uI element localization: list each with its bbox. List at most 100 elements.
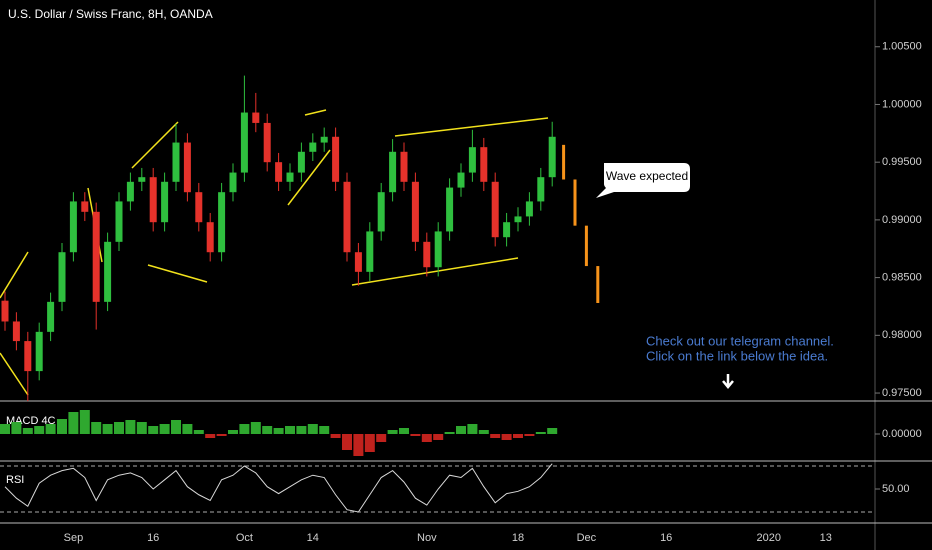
candle-body [503,222,511,238]
x-tick-label: 16 [660,532,672,544]
trend-line [0,251,29,299]
pane-title: RSI [6,474,24,486]
x-tick-label: Oct [236,532,253,544]
candle-body [229,172,237,193]
trend-line [131,121,179,169]
trend-line [147,264,208,283]
rsi-line [4,463,553,513]
macd-bar [91,422,102,434]
macd-bar [421,434,432,442]
y-tick-label: 1.00000 [882,98,922,110]
y-tick-label: 0.98000 [882,329,922,341]
note-text: Check out our telegram channel. [646,333,834,348]
note-text: Click on the link below the idea. [646,348,828,363]
y-tick-label: 0.99500 [882,156,922,168]
macd-bar [216,434,227,436]
candle-body [343,181,351,253]
candle-body [58,252,66,302]
macd-bar [273,428,284,434]
candle-body [354,252,362,272]
candle-body [263,122,271,163]
macd-bar [193,430,204,434]
x-tick-label: 16 [147,532,159,544]
x-tick-label: 18 [512,532,524,544]
candle-body [104,241,112,302]
macd-bar [79,410,90,434]
trend-line [287,149,331,206]
x-tick-label: 13 [820,532,832,544]
macd-bar [11,422,22,434]
candle-body [411,181,419,242]
candle-body [218,192,226,253]
arrow [722,374,734,389]
candle-body [514,216,522,223]
macd-bar [410,434,421,436]
candle-body [172,142,180,182]
x-tick-label: Sep [64,532,84,544]
candle-body [195,192,203,223]
candle-body [47,301,55,332]
candle-body [183,142,191,193]
candle-body [69,201,77,253]
projection-bar [562,144,566,180]
macd-bar [159,424,170,434]
macd-bar [364,434,375,452]
candle-body [446,187,454,232]
drawings [0,109,549,396]
projection-bar [573,179,577,226]
projection-bar [596,266,600,304]
candle-body [252,112,260,123]
candle-body [92,211,100,302]
candle-body [149,177,157,223]
candle-body [400,151,408,182]
macd-bar [478,430,489,434]
candle-body [377,192,385,232]
candle-body [525,201,533,217]
candle-body [423,241,431,268]
macd-bar [171,420,181,434]
macd-bar [250,422,261,434]
chart-title: U.S. Dollar / Swiss Franc, 8H, OANDA [8,7,213,21]
candle-body [457,172,465,188]
macd-bar [433,434,444,440]
candle-body [81,201,89,212]
candle-body [548,136,556,178]
macd-bar [467,424,478,434]
candle-body [206,222,214,253]
candle-body [24,341,32,372]
macd-bar [136,422,147,434]
macd-bar [456,426,466,434]
candle-body [366,231,374,272]
macd-bar [125,420,136,434]
candle-body [389,151,397,193]
candle-body [138,177,146,182]
macd-bar [399,428,409,434]
macd-bar [45,424,56,434]
macd-bar [0,424,10,434]
x-tick-label: Dec [577,532,597,544]
macd-bar [376,434,387,442]
macd-bar [342,434,352,450]
macd-bar [285,426,295,434]
y-tick-label: 1.00500 [882,41,922,53]
macd-bar [114,422,124,434]
macd-bar [330,434,341,438]
macd-bar [490,434,501,438]
macd-bar [319,426,330,434]
trend-line [304,109,327,116]
macd-bar [148,426,159,434]
candle-body [126,181,134,202]
candle-body [286,172,294,182]
x-tick-label: 2020 [757,532,781,544]
macd-bar [34,426,45,434]
macd-bar [239,424,250,434]
candle-body [434,231,442,268]
macd-bar [353,434,364,456]
macd-bar [228,430,238,434]
candle-body [332,136,340,182]
macd-bar [22,428,33,434]
y-tick-label: 0.98500 [882,272,922,284]
candle-body [320,136,328,143]
x-tick-label: 14 [307,532,319,544]
